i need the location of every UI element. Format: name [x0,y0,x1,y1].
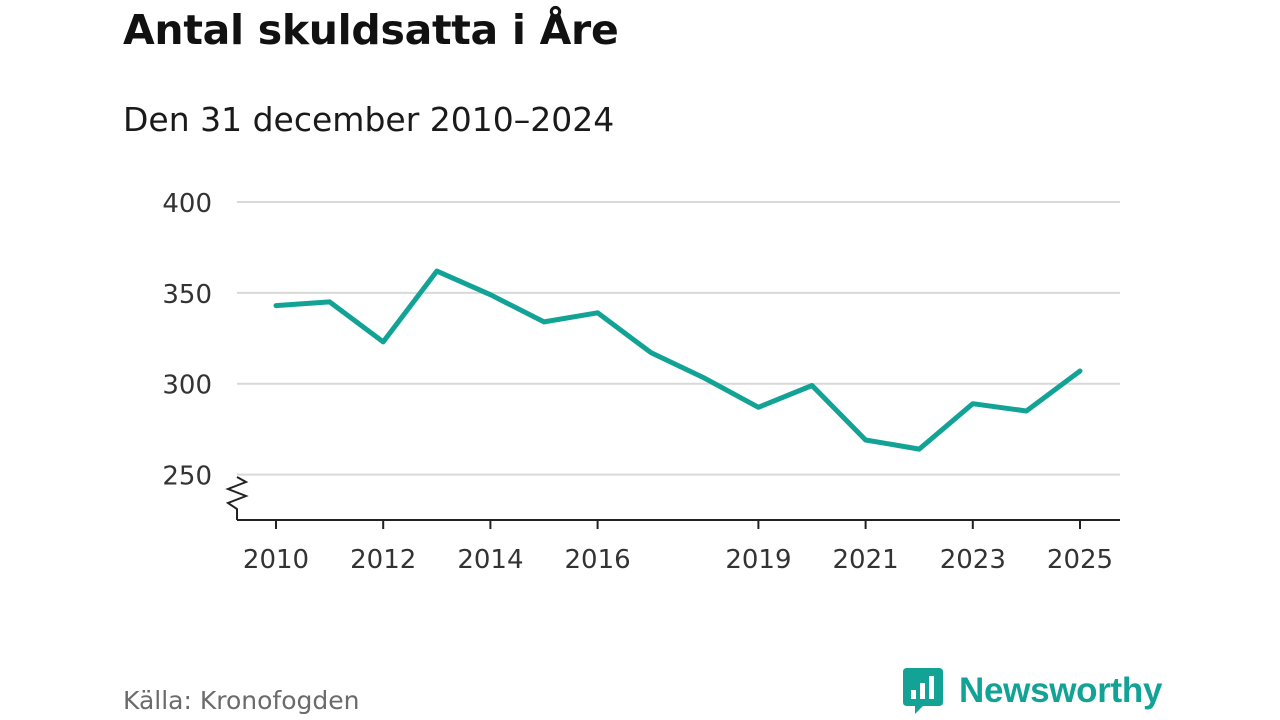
x-tick-label: 2019 [725,545,791,575]
y-tick-label: 400 [162,189,212,219]
chart-title: Antal skuldsatta i Åre [123,6,619,54]
series-line [273,268,1083,452]
x-tick-label: 2016 [565,545,631,575]
x-tick-label: 2014 [457,545,523,575]
x-axis [225,476,1120,521]
brand-name: Newsworthy [959,671,1163,710]
x-tick-label: 2021 [833,545,899,575]
x-tick-label: 2010 [243,545,309,575]
source-note: Källa: Kronofogden [123,686,360,715]
x-tick-label: 2023 [940,545,1006,575]
y-axis-ticks: 250 300 350 400 [162,189,212,492]
newsworthy-logo-icon [903,668,943,714]
y-tick-label: 250 [162,462,212,492]
series-layer [273,268,1083,452]
gridlines [237,201,1120,476]
x-tick-label: 2025 [1047,545,1113,575]
x-tick-label: 2012 [350,545,416,575]
x-axis-ticks: 2010 2012 2014 2016 2019 2021 2023 2025 [243,520,1113,575]
y-tick-label: 300 [162,371,212,401]
y-tick-label: 350 [162,280,212,310]
y-axis-break [225,476,249,520]
brand-logo: Newsworthy [903,668,1162,714]
chart-subtitle: Den 31 december 2010–2024 [123,100,615,139]
